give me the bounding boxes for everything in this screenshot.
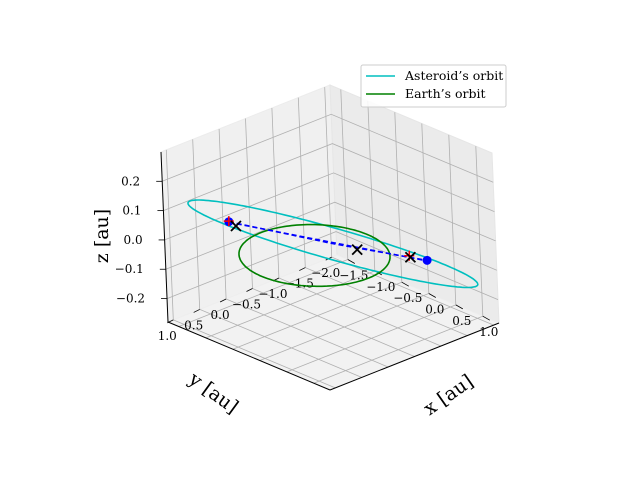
plot-area xyxy=(187,199,479,289)
grid-line-z-0 xyxy=(162,113,494,183)
grid-line-y-1 xyxy=(192,139,362,378)
x-tick-mark-2 xyxy=(401,281,409,287)
x-tick-label-0: −1.5 xyxy=(339,269,368,283)
z-tick-label-1: 0.1 xyxy=(122,204,141,218)
earth-orbit-line xyxy=(238,223,391,288)
blue-dot-end-marker xyxy=(422,255,432,265)
asteroid-orbit-line xyxy=(187,199,479,289)
x-tick-mark-4 xyxy=(455,304,463,310)
y-tick-label-0: 1.0 xyxy=(158,329,177,343)
grid-line-z-3 xyxy=(165,201,497,271)
y-tick-label-3: −0.5 xyxy=(232,298,261,312)
x-tick-mark-0 xyxy=(347,259,355,264)
tick-labels: −1.5−1.0−0.50.00.51.01.00.50.0−0.5−1.0−1… xyxy=(115,174,499,343)
grid-line-z-2 xyxy=(164,172,496,242)
grid-line-z-4 xyxy=(166,231,499,300)
legend-label-asteroid: Asteroid’s orbit xyxy=(404,68,503,83)
x-tick-label-5: 1.0 xyxy=(479,325,498,339)
y-tick-mark-1 xyxy=(193,309,200,313)
x-axis-label: x [au] xyxy=(420,370,478,420)
z-tick-label-3: −0.1 xyxy=(115,262,144,276)
x-tick-mark-5 xyxy=(482,315,490,321)
z-tick-label-4: −0.2 xyxy=(116,292,145,306)
y-tick-label-5: −1.5 xyxy=(285,277,314,291)
transfer-path-1 xyxy=(228,221,428,262)
axis-lines xyxy=(160,151,500,391)
grid-line-x-3 xyxy=(259,123,430,361)
x-tick-label-1: −1.0 xyxy=(366,280,395,294)
x-axis-line xyxy=(167,321,331,391)
black-x-1-marker xyxy=(230,220,242,232)
grid-line-z-1 xyxy=(163,143,495,212)
x-tick-mark-3 xyxy=(428,293,436,298)
x-axis-line-edge xyxy=(329,322,500,391)
y-tick-label-6: −2.0 xyxy=(311,266,340,280)
y-tick-mark-2 xyxy=(219,298,227,303)
grid-line-x-0 xyxy=(178,89,349,327)
legend: Asteroid’s orbit Earth’s orbit xyxy=(360,64,507,108)
y-tick-mark-3 xyxy=(246,288,253,292)
legend-label-earth: Earth’s orbit xyxy=(405,86,486,101)
black-x-1-b xyxy=(230,220,242,232)
x-tick-label-2: −0.5 xyxy=(393,291,422,305)
y-axis-label: y [au] xyxy=(184,367,242,418)
grid-line-y-4 xyxy=(271,107,442,347)
black-x-3-b xyxy=(404,251,417,263)
y-tick-mark-0 xyxy=(167,319,174,324)
z-axis-label: z [au] xyxy=(91,209,113,263)
z-tick-label-0: 0.2 xyxy=(121,174,140,188)
y-tick-label-4: −1.0 xyxy=(258,287,287,301)
legend-frame xyxy=(360,64,507,108)
black-x-2-marker xyxy=(351,244,363,256)
y-tick-mark-5 xyxy=(299,267,306,271)
black-x-3-marker xyxy=(404,251,417,263)
y-tick-label-1: 0.5 xyxy=(184,318,203,332)
axes-panes xyxy=(160,84,501,391)
grid-lines xyxy=(162,87,499,389)
z-tick-label-2: 0.0 xyxy=(124,233,143,247)
x-tick-label-4: 0.5 xyxy=(452,314,471,328)
y-tick-label-2: 0.0 xyxy=(211,308,230,322)
black-x-2-b xyxy=(351,244,363,256)
z-axis-line xyxy=(160,151,169,323)
grid-line-y-0 xyxy=(165,149,336,389)
x-tick-label-3: 0.0 xyxy=(425,303,444,317)
